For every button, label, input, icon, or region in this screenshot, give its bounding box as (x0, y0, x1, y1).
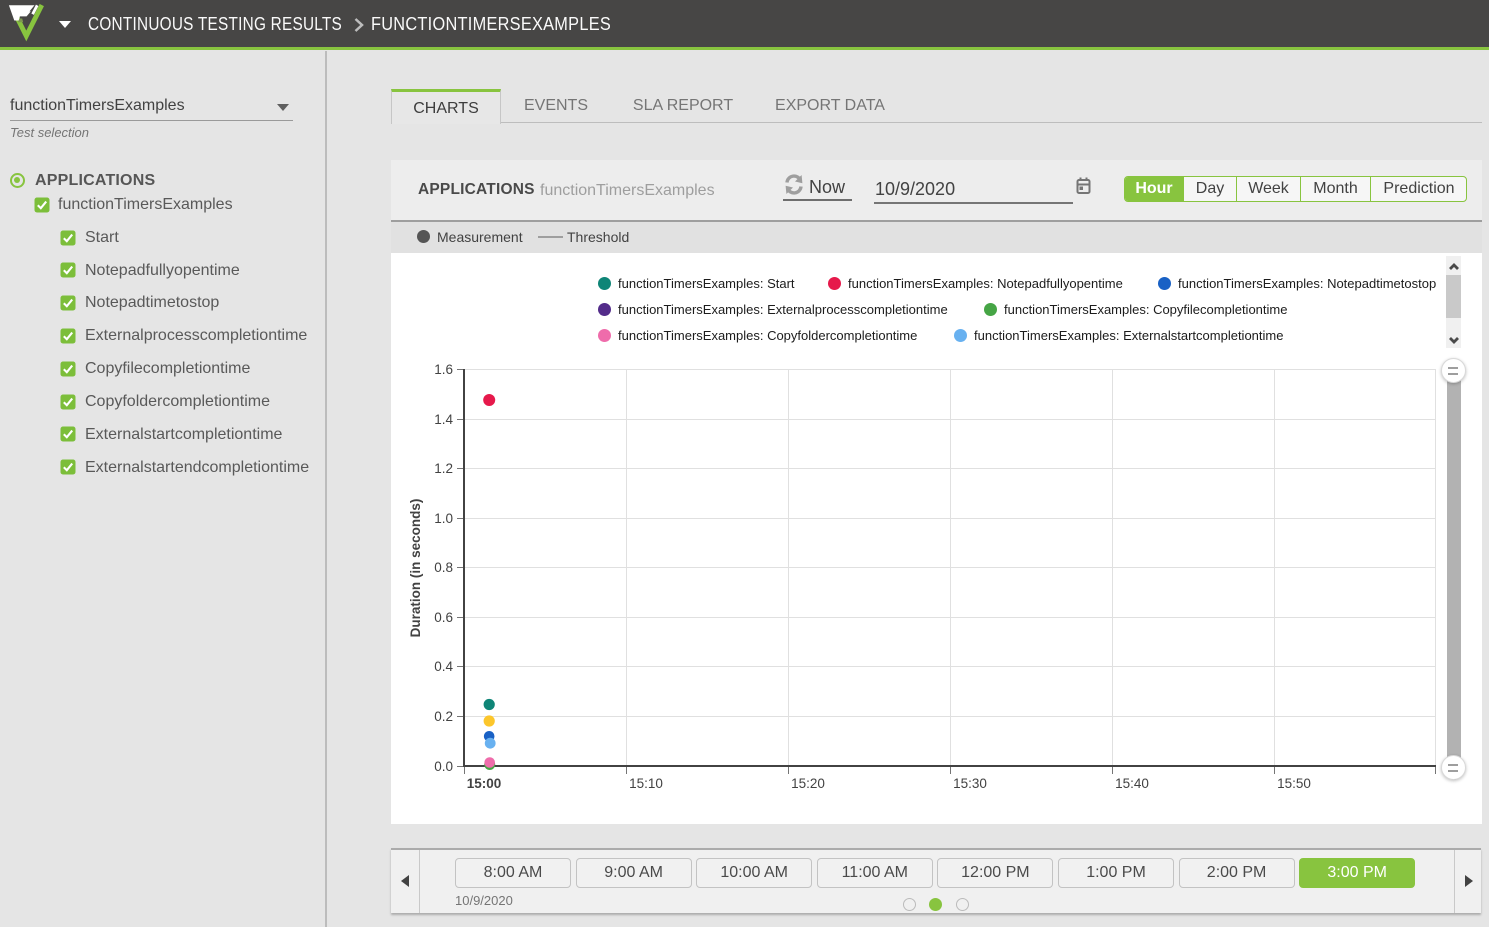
svg-text:0.2: 0.2 (434, 709, 453, 724)
svg-text:0.6: 0.6 (434, 610, 453, 625)
svg-text:15:40: 15:40 (1115, 776, 1149, 791)
svg-text:0.8: 0.8 (434, 560, 453, 575)
svg-text:15:30: 15:30 (953, 776, 987, 791)
svg-text:1.4: 1.4 (434, 412, 453, 427)
svg-text:15:20: 15:20 (791, 776, 825, 791)
svg-text:15:10: 15:10 (629, 776, 663, 791)
svg-text:1.0: 1.0 (434, 511, 453, 526)
svg-text:Duration (in seconds): Duration (in seconds) (408, 499, 423, 638)
svg-text:0.0: 0.0 (434, 759, 453, 774)
svg-text:1.2: 1.2 (434, 461, 453, 476)
svg-text:1.6: 1.6 (434, 362, 453, 377)
svg-text:15:00: 15:00 (467, 776, 502, 791)
svg-text:15:50: 15:50 (1277, 776, 1311, 791)
svg-text:0.4: 0.4 (434, 659, 453, 674)
